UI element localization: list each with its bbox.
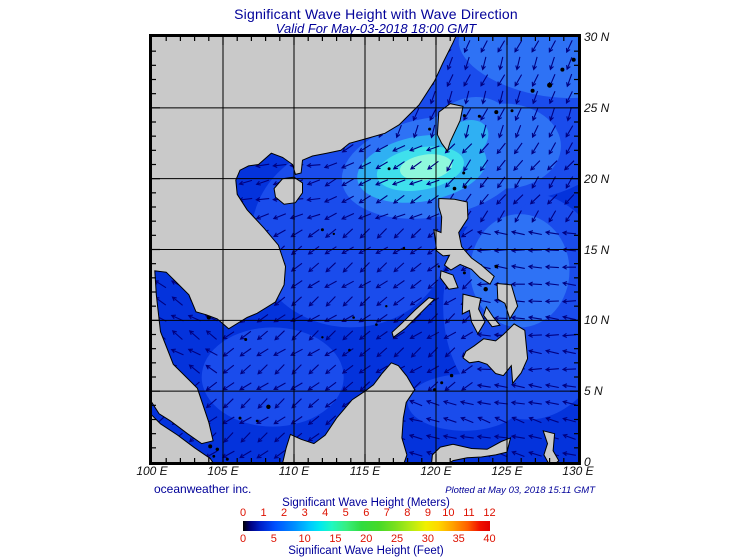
small-island — [212, 454, 216, 458]
small-island — [348, 348, 351, 352]
land-mindanao — [462, 323, 529, 385]
land-borneo — [282, 362, 416, 462]
x-axis-label: 130 E — [562, 464, 594, 478]
meters-tick-label: 12 — [483, 507, 496, 519]
small-island — [320, 228, 324, 232]
small-island — [433, 388, 437, 392]
y-axis-label: 0 — [584, 455, 591, 469]
x-axis-label: 105 E — [207, 464, 239, 478]
feet-tick-label: 15 — [329, 533, 342, 545]
y-axis-label: 20 N — [584, 171, 610, 186]
meters-tick-label: 8 — [404, 507, 411, 519]
small-island — [375, 323, 378, 326]
y-axis-label: 15 N — [584, 242, 610, 257]
small-island — [206, 315, 211, 320]
small-island — [477, 114, 481, 118]
feet-tick-label: 25 — [390, 533, 404, 545]
y-axis-label: 25 N — [584, 100, 610, 115]
small-island — [238, 416, 242, 420]
feet-tick-label: 10 — [298, 533, 311, 545]
small-island — [437, 265, 440, 268]
x-axis-label: 100 E — [136, 464, 168, 478]
land-halmahera — [542, 430, 560, 462]
meters-tick-label: 6 — [363, 507, 370, 519]
small-island — [215, 447, 219, 451]
small-island — [571, 57, 576, 62]
small-island — [494, 264, 499, 269]
land-panay-negros — [461, 293, 486, 335]
plot-timestamp: Plotted at May 03, 2018 15:11 GMT — [445, 485, 595, 496]
map-canvas — [149, 34, 581, 465]
land-sulawesi — [431, 437, 512, 462]
meters-tick-label: 4 — [322, 507, 329, 519]
meters-tick-label: 5 — [342, 507, 349, 519]
land-mindoro — [439, 270, 459, 290]
x-axis-label: 115 E — [349, 464, 381, 478]
colorbar-title-feet: Significant Wave Height (Feet) — [288, 545, 444, 557]
y-axis-label: 5 N — [584, 384, 603, 399]
small-island — [547, 82, 553, 88]
wave-map — [149, 34, 581, 465]
feet-tick-label: 20 — [360, 533, 373, 545]
feet-tick-label: 35 — [452, 533, 465, 545]
small-island — [225, 457, 229, 461]
small-island — [449, 373, 454, 378]
colorbar-gradient — [243, 521, 490, 531]
small-island — [255, 419, 259, 423]
chart-subtitle: Valid For May-03-2018 18:00 GMT — [275, 21, 477, 36]
small-island — [321, 336, 324, 339]
small-island — [483, 287, 488, 292]
feet-tick-label: 30 — [421, 533, 434, 545]
land-cebu-bohol — [483, 305, 501, 328]
map-frame — [149, 34, 581, 465]
feet-tick-label: 0 — [239, 533, 247, 545]
meters-tick-label: 9 — [424, 507, 431, 519]
small-island — [560, 67, 565, 72]
meters-tick-label: 1 — [260, 507, 267, 519]
x-axis-label: 120 E — [420, 464, 452, 478]
meters-tick-label: 0 — [239, 507, 247, 519]
small-island — [530, 88, 535, 93]
credit-text: oceanweather inc. — [154, 482, 252, 496]
x-axis-label: 110 E — [278, 464, 310, 478]
small-island — [244, 338, 248, 341]
small-island — [462, 271, 466, 275]
small-island — [494, 110, 499, 115]
feet-tick-label: 5 — [270, 533, 277, 545]
small-island — [510, 109, 514, 113]
land-palawan — [391, 297, 436, 339]
small-island — [332, 232, 335, 236]
x-axis-label: 125 E — [491, 464, 523, 478]
tick-marks — [152, 37, 578, 462]
small-island — [208, 444, 213, 449]
chart-title: Significant Wave Height with Wave Direct… — [234, 6, 518, 22]
small-island — [352, 316, 355, 319]
small-island — [462, 114, 466, 118]
small-island — [266, 404, 271, 409]
map-inner — [152, 37, 578, 462]
land-taiwan — [436, 103, 464, 153]
small-island — [463, 185, 467, 189]
small-island — [402, 246, 406, 250]
small-island — [440, 381, 444, 385]
meters-tick-label: 7 — [383, 507, 390, 519]
small-island — [385, 305, 388, 308]
y-axis-label: 10 N — [584, 313, 610, 328]
grid-lines — [152, 37, 578, 462]
meters-tick-label: 10 — [442, 507, 455, 519]
small-island — [462, 171, 466, 175]
meters-tick-label: 11 — [463, 507, 475, 519]
meters-tick-label: 3 — [301, 507, 308, 519]
feet-tick-label: 40 — [483, 533, 496, 545]
small-island — [452, 186, 457, 191]
land-mainland-asia — [152, 37, 457, 445]
y-axis-label: 30 N — [584, 30, 610, 44]
land-masses — [152, 37, 576, 462]
small-island — [387, 167, 391, 171]
colorbar-title-meters: Significant Wave Height (Meters) — [282, 497, 450, 509]
meters-tick-label: 2 — [281, 507, 288, 519]
small-island — [428, 127, 432, 131]
land-sumatra — [152, 414, 214, 462]
